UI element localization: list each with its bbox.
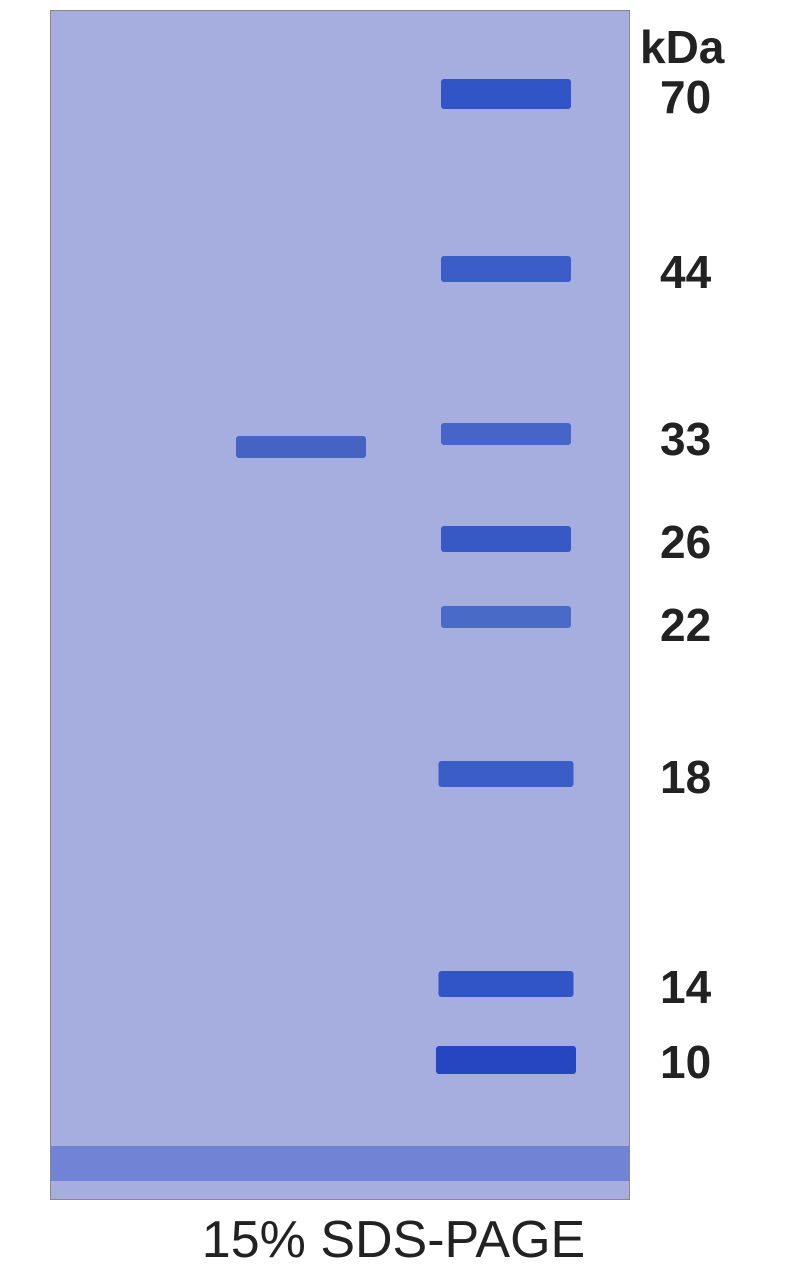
marker-label: 26 [660, 515, 711, 569]
ladder-band [439, 971, 574, 997]
ladder-band [441, 256, 571, 282]
marker-label: 33 [660, 412, 711, 466]
ladder-band [441, 79, 571, 109]
ladder-band [441, 423, 571, 445]
gel-container [50, 10, 630, 1200]
marker-label: 22 [660, 598, 711, 652]
sample-lane [231, 11, 371, 1199]
marker-label: 10 [660, 1035, 711, 1089]
ladder-lane [431, 11, 581, 1199]
ladder-band [439, 761, 574, 787]
gel-background [51, 11, 629, 1199]
marker-label: 70 [660, 70, 711, 124]
marker-label: 14 [660, 960, 711, 1014]
gel-caption: 15% SDS-PAGE [0, 1210, 787, 1270]
dye-front-band [51, 1146, 629, 1181]
ladder-band [436, 1046, 576, 1074]
ladder-band [441, 606, 571, 628]
marker-label: 44 [660, 245, 711, 299]
unit-label: kDa [640, 20, 724, 74]
marker-label: 18 [660, 750, 711, 804]
sample-band [236, 436, 366, 458]
ladder-band [441, 526, 571, 552]
